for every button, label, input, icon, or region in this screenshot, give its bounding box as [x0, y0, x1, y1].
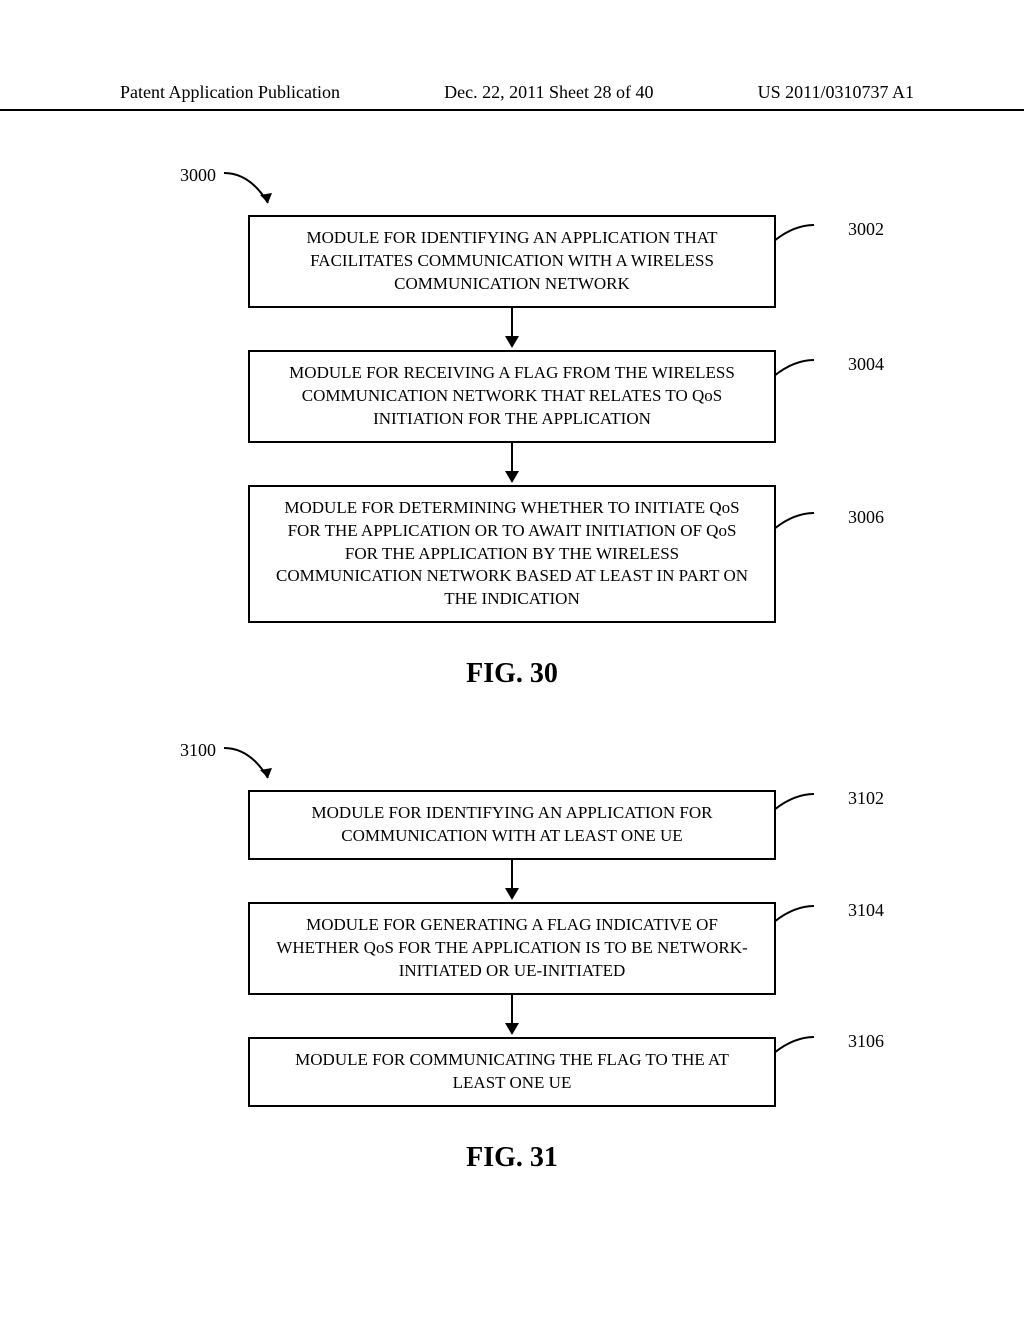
ref-number: 3104 [848, 898, 884, 922]
flow-box: MODULE FOR COMMUNICATING THE FLAG TO THE… [248, 1037, 776, 1107]
ref-number: 3102 [848, 786, 884, 810]
box-text: MODULE FOR IDENTIFYING AN APPLICATION TH… [307, 228, 718, 293]
header-center: Dec. 22, 2011 Sheet 28 of 40 [444, 82, 653, 103]
ref-number: 3004 [848, 352, 884, 376]
box-text: MODULE FOR DETERMINING WHETHER TO INITIA… [276, 498, 748, 609]
callout-line-icon [774, 904, 834, 934]
flow-box: MODULE FOR RECEIVING A FLAG FROM THE WIR… [248, 350, 776, 443]
figure-caption: FIG. 31 [466, 1142, 558, 1174]
box-text: MODULE FOR IDENTIFYING AN APPLICATION FO… [312, 803, 713, 845]
lead-arrow-icon [220, 169, 290, 219]
ref-pointer-3100: 3100 [180, 740, 216, 761]
arrow-down-icon [511, 308, 513, 350]
flow-box: MODULE FOR IDENTIFYING AN APPLICATION TH… [248, 215, 776, 308]
arrow-down-icon [511, 995, 513, 1037]
box-text: MODULE FOR COMMUNICATING THE FLAG TO THE… [295, 1050, 729, 1092]
figure-caption: FIG. 30 [466, 658, 558, 690]
page: Patent Application Publication Dec. 22, … [0, 0, 1024, 1320]
callout-line-icon [774, 223, 834, 253]
header-row: Patent Application Publication Dec. 22, … [0, 82, 1024, 103]
ref-pointer-3000: 3000 [180, 165, 216, 186]
ref-number: 3100 [180, 740, 216, 760]
flow-box: MODULE FOR IDENTIFYING AN APPLICATION FO… [248, 790, 776, 860]
header-right: US 2011/0310737 A1 [758, 82, 914, 103]
callout-line-icon [774, 792, 834, 822]
arrow-down-icon [511, 860, 513, 902]
flow-box: MODULE FOR GENERATING A FLAG INDICATIVE … [248, 902, 776, 995]
header-left: Patent Application Publication [120, 82, 340, 103]
callout-line-icon [774, 358, 834, 388]
box-text: MODULE FOR RECEIVING A FLAG FROM THE WIR… [289, 363, 735, 428]
lead-arrow-icon [220, 744, 290, 794]
arrow-down-icon [511, 443, 513, 485]
callout-line-icon [774, 511, 834, 541]
ref-number: 3002 [848, 217, 884, 241]
ref-number: 3106 [848, 1029, 884, 1053]
figure-31: 3100 MODULE FOR IDENTIFYING AN APPLICATI… [0, 740, 1024, 1174]
ref-number: 3000 [180, 165, 216, 185]
callout-line-icon [774, 1035, 834, 1065]
ref-number: 3006 [848, 505, 884, 529]
flow-box: MODULE FOR DETERMINING WHETHER TO INITIA… [248, 485, 776, 624]
box-text: MODULE FOR GENERATING A FLAG INDICATIVE … [276, 915, 747, 980]
figure-30: 3000 MODULE FOR IDENTIFYING AN APPLICATI… [0, 165, 1024, 690]
page-header: Patent Application Publication Dec. 22, … [0, 82, 1024, 111]
